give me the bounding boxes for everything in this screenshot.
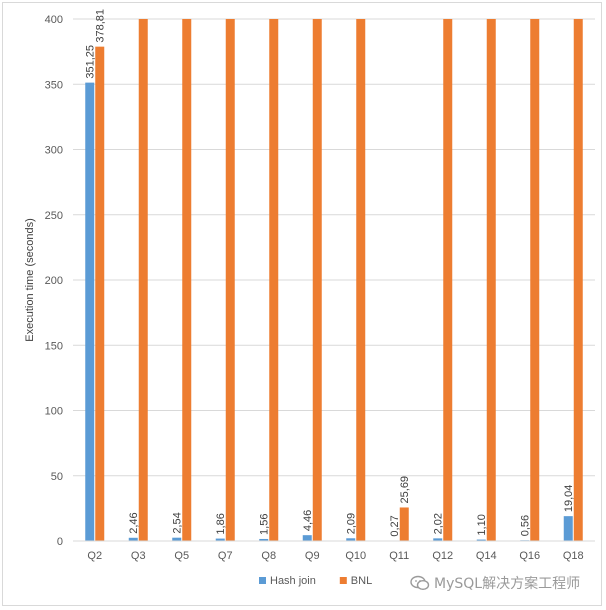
data-label: 25,69 [399, 476, 411, 504]
data-label: 19,04 [563, 485, 575, 513]
watermark-text: MySQL解决方案工程师 [434, 576, 581, 592]
bars [85, 19, 583, 542]
bnl-bar [225, 19, 235, 541]
hash-join-bar [476, 539, 486, 541]
x-tick-label: Q2 [87, 550, 102, 562]
y-tick-label: 150 [45, 340, 63, 352]
data-label: 1,86 [215, 513, 227, 534]
hash-join-bar [259, 538, 269, 541]
bnl-bar [530, 19, 540, 541]
hash-join-bar [215, 538, 225, 541]
y-axis-label: Execution time (seconds) [24, 218, 36, 342]
wechat-logo-icon [410, 575, 430, 591]
x-tick-label: Q11 [389, 550, 409, 562]
data-label: 2,46 [128, 512, 140, 533]
hash-join-bar [563, 516, 573, 541]
y-tick-label: 400 [45, 14, 63, 26]
bar-chart: 0 50 100 150 200 250 300 350 400 Q2 Q3 Q5 Q7 Q8 Q9 Q10… [24, 9, 595, 587]
hash-join-bar [433, 538, 443, 541]
hash-join-bar [85, 82, 95, 542]
data-label: 2,54 [172, 512, 184, 533]
bnl-bar [573, 19, 583, 541]
x-axis-ticks: Q2 Q3 Q5 Q7 Q8 Q9 Q10 Q11 Q12 Q14 Q16 Q18 [87, 550, 583, 562]
y-tick-label: 200 [45, 275, 63, 287]
data-label: 1,56 [259, 514, 271, 535]
x-tick-label: Q8 [261, 550, 276, 562]
legend-label-hash-join: Hash join [270, 575, 316, 587]
data-label: 0,56 [520, 515, 532, 536]
y-tick-label: 250 [45, 210, 63, 222]
legend-swatch-bnl [339, 577, 347, 584]
gridlines [73, 18, 595, 477]
hash-join-bar [172, 537, 182, 541]
legend: Hash join BNL [259, 575, 372, 587]
data-label: 2,09 [346, 513, 358, 534]
hash-join-bar [302, 535, 312, 541]
bnl-bar [356, 19, 366, 541]
bnl-bar [95, 46, 105, 541]
bnl-bar [269, 19, 279, 541]
y-tick-label: 300 [45, 145, 63, 157]
x-tick-label: Q10 [345, 550, 366, 562]
legend-label-bnl: BNL [351, 575, 372, 587]
x-tick-label: Q14 [476, 550, 497, 562]
bnl-bar [399, 507, 409, 541]
bnl-bar [312, 19, 322, 541]
y-tick-label: 50 [51, 471, 63, 483]
y-axis-ticks: 0 50 100 150 200 250 300 350 400 [45, 14, 63, 548]
hash-join-bar [346, 538, 356, 541]
bnl-bar [486, 19, 496, 541]
data-label: 1,10 [476, 514, 488, 535]
bnl-bar [443, 19, 453, 541]
x-tick-label: Q7 [218, 550, 233, 562]
legend-swatch-hash-join [259, 577, 266, 584]
data-labels: 351,25 378,81 2,46 2,54 1,86 1,56 4,46 2,09 0,27… [85, 9, 576, 537]
data-label: 351,25 [85, 45, 97, 79]
x-tick-label: Q12 [432, 550, 453, 562]
data-label: 4,46 [302, 510, 314, 531]
data-label: 0,27 [389, 515, 401, 536]
x-tick-label: Q9 [305, 550, 320, 562]
y-tick-label: 350 [45, 79, 63, 91]
hash-join-bar [128, 537, 138, 541]
x-tick-label: Q18 [563, 550, 584, 562]
y-tick-label: 0 [57, 536, 63, 548]
x-tick-label: Q5 [174, 550, 189, 562]
x-tick-label: Q3 [131, 550, 146, 562]
y-tick-label: 100 [45, 406, 63, 418]
data-label: 2,02 [433, 513, 445, 534]
data-label: 378,81 [95, 9, 107, 43]
watermark: MySQL解决方案工程师 [410, 571, 580, 595]
bnl-bar [182, 19, 192, 541]
bnl-bar [138, 19, 148, 541]
x-tick-label: Q16 [519, 550, 540, 562]
